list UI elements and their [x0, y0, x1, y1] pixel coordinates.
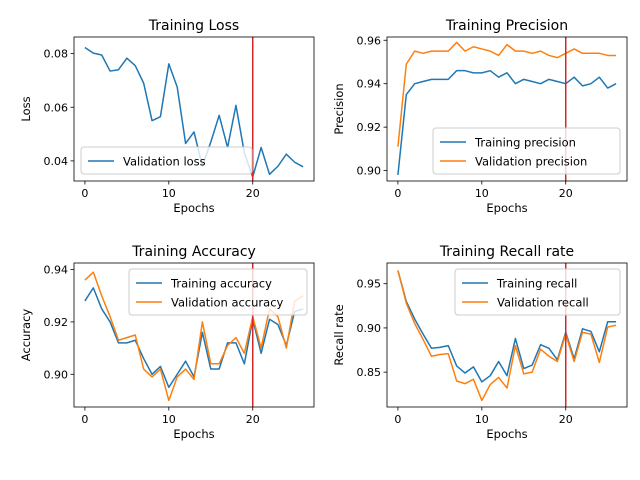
series-line-1 [397, 69, 617, 175]
x-tick-label: 10 [162, 187, 176, 200]
legend-label: Training precision [474, 136, 576, 150]
axes-frame [386, 262, 628, 408]
x-tick-label: 20 [246, 413, 260, 426]
legend-label: Validation loss [123, 155, 206, 169]
legend-box [80, 146, 253, 175]
y-tick-label: 0.90 [357, 165, 382, 178]
legend-box [454, 268, 621, 316]
x-tick-label: 0 [394, 187, 401, 200]
chart-title: Training Recall rate [439, 244, 574, 260]
x-tick-label: 0 [81, 413, 88, 426]
x-axis-label: Epochs [173, 201, 214, 215]
y-tick-label: 0.90 [44, 368, 69, 381]
x-tick-label: 20 [246, 187, 260, 200]
legend-label: Validation recall [497, 296, 589, 310]
y-tick-label: 0.92 [44, 316, 69, 329]
legend: Validation loss [80, 146, 253, 175]
x-tick-label: 0 [394, 413, 401, 426]
legend-label: Training accuracy [170, 277, 272, 291]
x-tick-label: 20 [559, 187, 573, 200]
chart-panel-2: Training Precision 0 10 20 0.90 0.92 0.94 0.96 E… [332, 18, 628, 215]
x-tick-label: 10 [162, 413, 176, 426]
y-axis-label: Loss [19, 96, 33, 121]
axes-frame [73, 262, 315, 408]
y-tick-label: 0.06 [44, 101, 69, 114]
series-line-2 [397, 41, 617, 147]
x-axis-label: Epochs [173, 427, 214, 441]
y-tick-label: 0.85 [357, 366, 382, 379]
y-tick-label: 0.92 [357, 121, 382, 134]
x-axis-label: Epochs [486, 427, 527, 441]
legend: Training precision Validation precision [432, 127, 621, 175]
series-line-2 [84, 271, 304, 402]
chart-panel-3: Training Accuracy 0 10 20 0.90 0.92 0.94 Epochs… [19, 244, 315, 441]
y-tick-label: 0.95 [357, 278, 382, 291]
y-tick-label: 0.96 [357, 34, 382, 47]
series-line-1 [397, 270, 617, 383]
legend-box [128, 268, 308, 316]
legend-box [432, 127, 621, 175]
series-line-1 [84, 46, 304, 178]
y-tick-label: 0.94 [357, 78, 382, 91]
series-line-2 [397, 270, 617, 402]
chart-title: Training Loss [148, 18, 239, 34]
y-axis-label: Accuracy [19, 309, 33, 362]
legend: Training accuracy Validation accuracy [128, 268, 308, 316]
chart-title: Training Accuracy [131, 244, 256, 260]
x-axis-label: Epochs [486, 201, 527, 215]
y-tick-label: 0.08 [44, 48, 69, 61]
x-tick-label: 0 [81, 187, 88, 200]
legend-label: Validation accuracy [171, 296, 284, 310]
chart-panel-1: Training Loss 0 10 20 0.04 0.06 0.08 Epochs Loss… [19, 18, 315, 215]
legend-label: Validation precision [475, 155, 587, 169]
chart-title: Training Precision [445, 18, 568, 34]
y-tick-label: 0.04 [44, 155, 69, 168]
y-tick-label: 0.94 [44, 264, 69, 277]
legend: Training recall Validation recall [454, 268, 621, 316]
x-tick-label: 20 [559, 413, 573, 426]
y-tick-label: 0.90 [357, 322, 382, 335]
x-tick-label: 10 [475, 413, 489, 426]
axes-frame [386, 36, 628, 182]
y-axis-label: Precision [332, 83, 346, 134]
x-tick-label: 10 [475, 187, 489, 200]
legend-label: Training recall [496, 277, 577, 291]
y-axis-label: Recall rate [332, 304, 346, 365]
chart-panel-4: Training Recall rate 0 10 20 0.85 0.90 0.95 Epo… [332, 244, 628, 441]
axes-frame [73, 36, 315, 182]
